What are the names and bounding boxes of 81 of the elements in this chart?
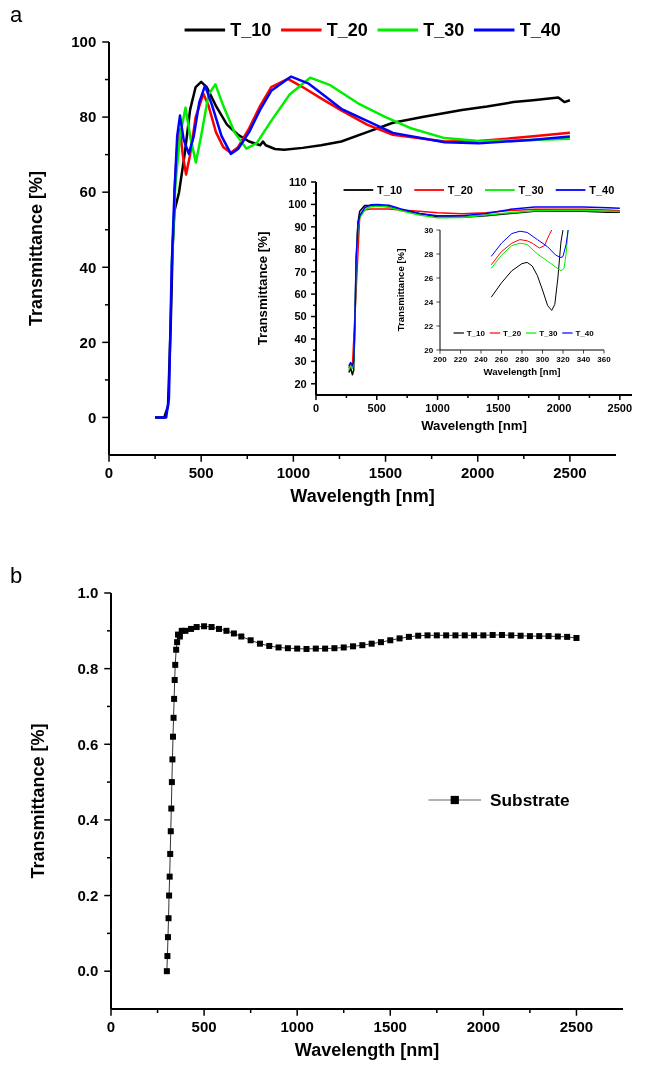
legend-label: T_30 — [423, 20, 465, 41]
y-tick-label: 26 — [424, 273, 434, 283]
y-tick-label: 30 — [294, 355, 307, 368]
y-tick-label: 20 — [294, 377, 307, 390]
legend-label: T_30 — [518, 183, 544, 196]
x-tick-label: 260 — [494, 355, 509, 365]
x-tick-label: 300 — [535, 355, 550, 365]
x-tick-label: 1500 — [373, 1018, 407, 1036]
x-tick-label: 240 — [474, 355, 489, 365]
x-tick-label: 2000 — [546, 402, 572, 415]
y-tick-label: 28 — [424, 249, 434, 259]
line-series — [490, 229, 553, 266]
x-tick-label: 340 — [576, 355, 591, 365]
legend-label: T_40 — [589, 183, 615, 196]
x-tick-label: 2500 — [553, 464, 587, 482]
y-axis-title: Transmittance [%] — [25, 170, 46, 327]
x-tick-label: 500 — [367, 402, 386, 415]
y-tick-label: 80 — [294, 243, 307, 256]
legend-label: T_10 — [230, 20, 272, 41]
legend-label: T_30 — [539, 328, 558, 338]
x-tick-label: 0 — [104, 464, 114, 482]
x-tick-label: 0 — [106, 1018, 116, 1036]
y-tick-label: 0.0 — [77, 962, 99, 980]
x-tick-label: 1500 — [368, 464, 403, 482]
chart-title: b — [10, 563, 23, 588]
y-tick-label: 50 — [294, 310, 307, 323]
y-axis-title: Transmittance [%] — [395, 248, 406, 332]
y-tick-label: 0.2 — [77, 886, 99, 904]
y-tick-label: 100 — [288, 198, 307, 211]
x-tick-label: 1000 — [280, 1018, 314, 1036]
x-tick-label: 2500 — [559, 1018, 594, 1036]
x-tick-label: 1000 — [425, 402, 450, 415]
y-tick-label: 90 — [294, 220, 307, 233]
x-tick-label: 0 — [312, 402, 320, 415]
y-tick-label: 0.4 — [77, 811, 99, 829]
y-tick-label: 30 — [424, 225, 434, 235]
line-series — [490, 229, 564, 311]
x-axis-title: Wavelength [nm] — [294, 1040, 440, 1061]
y-tick-label: 70 — [294, 265, 307, 278]
y-tick-label: 20 — [79, 333, 97, 351]
y-tick-label: 110 — [288, 175, 307, 188]
y-tick-label: 22 — [424, 321, 434, 331]
x-tick-label: 1500 — [486, 402, 511, 415]
y-tick-label: 1.0 — [77, 584, 99, 602]
y-tick-label: 0.6 — [77, 735, 99, 753]
y-axis-title: Transmittance [%] — [27, 723, 48, 879]
x-tick-label: 320 — [556, 355, 571, 365]
x-tick-label: 2000 — [466, 1018, 501, 1036]
x-axis-title: Wavelength [nm] — [421, 417, 527, 433]
legend-label: T_20 — [502, 328, 522, 338]
y-tick-label: 40 — [294, 332, 307, 345]
y-tick-label: 60 — [294, 287, 307, 300]
x-tick-label: 360 — [597, 355, 612, 365]
x-axis-title: Wavelength [nm] — [483, 366, 561, 378]
legend-label: Substrate — [490, 790, 570, 811]
x-tick-label: 2000 — [461, 464, 495, 482]
line-series — [490, 229, 569, 259]
legend-label: T_40 — [519, 20, 561, 41]
x-tick-label: 500 — [191, 1018, 217, 1036]
x-axis-title: Wavelength [nm] — [290, 486, 435, 507]
y-tick-label: 24 — [424, 297, 434, 307]
legend-label: T_40 — [575, 328, 595, 338]
line-series — [490, 229, 569, 272]
y-tick-label: 0.8 — [77, 659, 99, 677]
x-tick-label: 500 — [188, 464, 214, 482]
x-tick-label: 200 — [433, 355, 448, 365]
x-tick-label: 220 — [453, 355, 468, 365]
legend-label: T_20 — [326, 20, 368, 41]
y-tick-label: 100 — [71, 33, 97, 51]
x-tick-label: 1000 — [276, 464, 311, 482]
y-axis-title: Transmittance [%] — [254, 231, 270, 346]
legend-label: T_10 — [377, 183, 403, 196]
chart-title: a — [10, 2, 23, 27]
y-tick-label: 20 — [424, 345, 434, 355]
legend-label: T_10 — [466, 328, 486, 338]
legend-label: T_20 — [447, 183, 473, 196]
y-tick-label: 40 — [79, 258, 97, 276]
y-tick-label: 80 — [79, 108, 97, 126]
x-tick-label: 280 — [515, 355, 530, 365]
x-tick-label: 2500 — [607, 402, 633, 415]
y-tick-label: 60 — [79, 183, 97, 201]
